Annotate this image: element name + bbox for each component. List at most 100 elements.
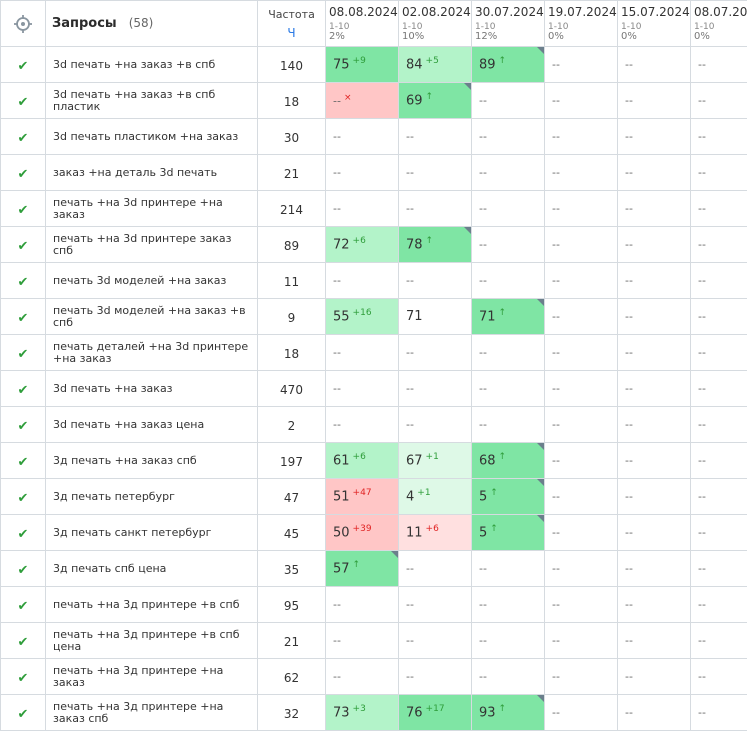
position-cell[interactable]: -- xyxy=(325,658,399,695)
position-cell[interactable]: -- xyxy=(544,190,618,227)
position-cell[interactable]: -- xyxy=(471,154,545,191)
frequency-mode-link[interactable]: Ч xyxy=(287,25,296,40)
position-cell[interactable]: -- xyxy=(690,118,747,155)
position-cell[interactable]: 72 +6 xyxy=(325,226,399,263)
position-cell[interactable]: -- xyxy=(690,658,747,695)
position-cell[interactable]: 57 ↑ xyxy=(325,550,399,587)
row-check-cell[interactable]: ✔ xyxy=(0,478,46,515)
position-cell[interactable]: -- xyxy=(544,118,618,155)
position-cell[interactable]: -- xyxy=(471,118,545,155)
position-cell[interactable]: -- xyxy=(471,82,545,119)
position-cell[interactable]: -- xyxy=(617,550,691,587)
position-cell[interactable]: -- xyxy=(617,154,691,191)
query-cell[interactable]: печать +на 3d принтере +на заказ xyxy=(45,190,258,227)
position-cell[interactable]: 5 ↑ xyxy=(471,514,545,551)
position-cell[interactable]: -- xyxy=(398,550,472,587)
position-cell[interactable]: -- xyxy=(690,478,747,515)
position-cell[interactable]: -- xyxy=(617,46,691,83)
query-cell[interactable]: печать +на 3д принтере +на заказ спб xyxy=(45,694,258,731)
query-text[interactable]: печать деталей +на 3d принтере +на заказ xyxy=(53,339,249,365)
position-cell[interactable]: -- xyxy=(544,82,618,119)
position-cell[interactable]: -- xyxy=(398,334,472,371)
position-cell[interactable]: -- xyxy=(471,190,545,227)
position-cell[interactable]: -- xyxy=(544,370,618,407)
position-cell[interactable]: -- xyxy=(617,370,691,407)
position-cell[interactable]: -- xyxy=(325,370,399,407)
query-text[interactable]: 3d печать пластиком +на заказ xyxy=(53,129,239,143)
position-cell[interactable]: 84 +5 xyxy=(398,46,472,83)
query-text[interactable]: 3д печать санкт петербург xyxy=(53,525,212,539)
target-header-cell[interactable] xyxy=(0,0,46,47)
position-cell[interactable]: 55 +16 xyxy=(325,298,399,335)
checkmark-icon[interactable]: ✔ xyxy=(17,491,29,506)
checkmark-icon[interactable]: ✔ xyxy=(17,239,29,254)
position-cell[interactable]: -- xyxy=(690,406,747,443)
position-cell[interactable]: -- xyxy=(325,118,399,155)
position-cell[interactable]: -- xyxy=(325,262,399,299)
position-cell[interactable]: -- xyxy=(690,226,747,263)
row-check-cell[interactable]: ✔ xyxy=(0,622,46,659)
position-cell[interactable]: -- xyxy=(544,550,618,587)
query-cell[interactable]: 3d печать +на заказ +в спб пластик xyxy=(45,82,258,119)
position-cell[interactable]: -- xyxy=(617,118,691,155)
position-cell[interactable]: 89 ↑ xyxy=(471,46,545,83)
row-check-cell[interactable]: ✔ xyxy=(0,550,46,587)
position-cell[interactable]: 11 +6 xyxy=(398,514,472,551)
date-column-header[interactable]: 15.07.2024 1-10 0% xyxy=(617,0,691,47)
query-text[interactable]: 3d печать +на заказ xyxy=(53,381,173,395)
query-cell[interactable]: 3d печать +на заказ xyxy=(45,370,258,407)
position-cell[interactable]: -- xyxy=(690,46,747,83)
position-cell[interactable]: 69 ↑ xyxy=(398,82,472,119)
position-cell[interactable]: -- × xyxy=(325,82,399,119)
position-cell[interactable]: -- xyxy=(398,586,472,623)
position-cell[interactable]: -- xyxy=(617,190,691,227)
row-check-cell[interactable]: ✔ xyxy=(0,442,46,479)
query-text[interactable]: заказ +на деталь 3d печать xyxy=(53,165,218,179)
position-cell[interactable]: -- xyxy=(617,514,691,551)
query-text[interactable]: 3d печать +на заказ +в спб xyxy=(53,57,216,71)
query-cell[interactable]: печать 3d моделей +на заказ +в спб xyxy=(45,298,258,335)
position-cell[interactable]: -- xyxy=(690,334,747,371)
position-cell[interactable]: -- xyxy=(398,262,472,299)
query-cell[interactable]: 3d печать +на заказ цена xyxy=(45,406,258,443)
query-cell[interactable]: 3д печать +на заказ спб xyxy=(45,442,258,479)
row-check-cell[interactable]: ✔ xyxy=(0,46,46,83)
query-text[interactable]: печать 3d моделей +на заказ +в спб xyxy=(53,303,246,329)
position-cell[interactable]: -- xyxy=(325,406,399,443)
position-cell[interactable]: -- xyxy=(617,406,691,443)
checkmark-icon[interactable]: ✔ xyxy=(17,707,29,722)
position-cell[interactable]: -- xyxy=(617,298,691,335)
query-text[interactable]: 3д печать +на заказ спб xyxy=(53,453,197,467)
position-cell[interactable]: -- xyxy=(398,370,472,407)
date-column-header[interactable]: 08.08.2024 1-10 2% xyxy=(325,0,399,47)
position-cell[interactable]: -- xyxy=(617,622,691,659)
query-text[interactable]: 3d печать +на заказ цена xyxy=(53,417,205,431)
position-cell[interactable]: -- xyxy=(398,118,472,155)
position-cell[interactable]: -- xyxy=(544,406,618,443)
position-cell[interactable]: 51 +47 xyxy=(325,478,399,515)
position-cell[interactable]: -- xyxy=(544,694,618,731)
position-cell[interactable]: -- xyxy=(690,586,747,623)
position-cell[interactable]: 71 ↑ xyxy=(471,298,545,335)
checkmark-icon[interactable]: ✔ xyxy=(17,95,29,110)
position-cell[interactable]: -- xyxy=(690,190,747,227)
position-cell[interactable]: -- xyxy=(544,622,618,659)
checkmark-icon[interactable]: ✔ xyxy=(17,671,29,686)
row-check-cell[interactable]: ✔ xyxy=(0,658,46,695)
position-cell[interactable]: -- xyxy=(471,334,545,371)
query-text[interactable]: 3д печать спб цена xyxy=(53,561,167,575)
position-cell[interactable]: -- xyxy=(690,262,747,299)
position-cell[interactable]: 78 ↑ xyxy=(398,226,472,263)
query-cell[interactable]: печать деталей +на 3d принтере +на заказ xyxy=(45,334,258,371)
date-column-header[interactable]: 02.08.2024 1-10 10% xyxy=(398,0,472,47)
row-check-cell[interactable]: ✔ xyxy=(0,262,46,299)
checkmark-icon[interactable]: ✔ xyxy=(17,311,29,326)
checkmark-icon[interactable]: ✔ xyxy=(17,275,29,290)
position-cell[interactable]: -- xyxy=(398,622,472,659)
checkmark-icon[interactable]: ✔ xyxy=(17,563,29,578)
position-cell[interactable]: -- xyxy=(544,298,618,335)
query-text[interactable]: печать +на 3д принтере +в спб цена xyxy=(53,627,240,653)
checkmark-icon[interactable]: ✔ xyxy=(17,599,29,614)
position-cell[interactable]: -- xyxy=(544,334,618,371)
checkmark-icon[interactable]: ✔ xyxy=(17,203,29,218)
